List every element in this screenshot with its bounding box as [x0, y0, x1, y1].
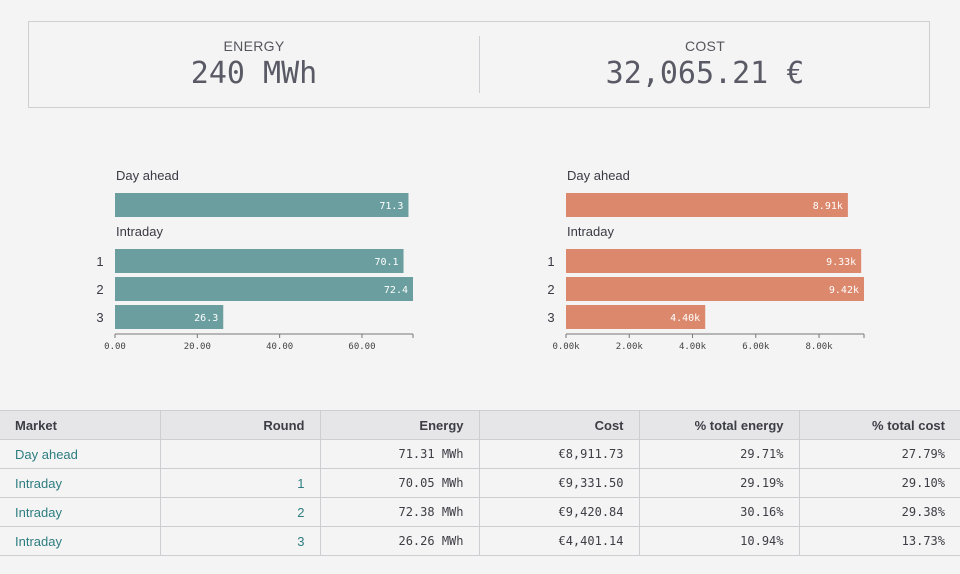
pct-energy-cell: 29.71% — [638, 439, 800, 469]
column-header-energy[interactable]: Energy — [319, 410, 480, 440]
cost-kpi: COST 32,065.21 € — [480, 22, 930, 107]
energy-chart-group-label: Day ahead — [116, 168, 179, 183]
cost-chart-bar[interactable] — [566, 193, 848, 217]
pct-cost-cell: 13.73% — [798, 526, 960, 556]
cost-chart-group-label: Intraday — [567, 224, 614, 239]
cost-chart-x-tick-label: 0.00k — [552, 342, 580, 352]
energy-cell: 71.31 MWh — [319, 439, 480, 469]
cost-chart-bar[interactable] — [566, 305, 706, 329]
pct-energy-cell: 10.94% — [638, 526, 800, 556]
energy-chart-x-tick-label: 20.00 — [184, 342, 211, 352]
market-summary-table: Market Round Energy Cost % total energy … — [0, 410, 960, 556]
cost-chart-bar[interactable] — [566, 249, 862, 273]
energy-chart-round-label: 2 — [96, 282, 103, 297]
round-cell[interactable]: 3 — [159, 526, 321, 556]
pct-cost-cell: 29.38% — [798, 497, 960, 527]
energy-chart-round-label: 1 — [96, 254, 103, 269]
table-row: Intraday 1 70.05 MWh €9,331.50 29.19% 29… — [0, 468, 960, 498]
cost-chart-x-tick-label: 4.00k — [679, 342, 707, 352]
pct-energy-cell: 30.16% — [638, 497, 800, 527]
cost-cell: €8,911.73 — [478, 439, 640, 469]
cost-chart-bar-value-label: 9.42k — [829, 285, 859, 296]
cost-chart-bar-value-label: 4.40k — [670, 313, 700, 324]
energy-chart-bar-value-label: 71.3 — [379, 201, 403, 212]
energy-chart-bar-value-label: 72.4 — [384, 285, 408, 296]
cost-chart-bar-value-label: 8.91k — [813, 201, 843, 212]
energy-chart-bar[interactable] — [115, 193, 409, 217]
cost-chart-bar-value-label: 9.33k — [826, 257, 856, 268]
cost-chart-round-label: 2 — [547, 282, 554, 297]
column-header-cost[interactable]: Cost — [478, 410, 640, 440]
energy-kpi-label: ENERGY — [223, 38, 285, 54]
cost-kpi-label: COST — [684, 38, 726, 54]
energy-chart-x-tick-label: 60.00 — [348, 342, 375, 352]
table-row: Intraday 3 26.26 MWh €4,401.14 10.94% 13… — [0, 526, 960, 556]
table-header-row: Market Round Energy Cost % total energy … — [0, 410, 960, 440]
energy-chart-group-label: Intraday — [116, 224, 163, 239]
pct-cost-cell: 29.10% — [798, 468, 960, 498]
energy-chart-bar[interactable] — [115, 277, 413, 301]
energy-kpi-value: 240 MWh — [190, 56, 318, 91]
table-row: Intraday 2 72.38 MWh €9,420.84 30.16% 29… — [0, 497, 960, 527]
cost-chart-group-label: Day ahead — [567, 168, 630, 183]
column-header-pct-cost[interactable]: % total cost — [798, 410, 960, 440]
energy-chart-x-tick-label: 0.00 — [104, 342, 126, 352]
energy-by-market-chart: Day ahead 71.3 Intraday 70.1 1 72.4 2 26.3 3 0.00… — [96, 168, 414, 352]
energy-chart-x-tick-label: 40.00 — [266, 342, 293, 352]
kpi-summary-panel: ENERGY 240 MWh COST 32,065.21 € — [28, 21, 930, 108]
energy-chart-bar[interactable] — [115, 305, 224, 329]
pct-energy-cell: 29.19% — [638, 468, 800, 498]
energy-chart-bar-value-label: 70.1 — [374, 257, 398, 268]
cost-chart-bar[interactable] — [566, 277, 864, 301]
cost-chart-x-tick-label: 2.00k — [616, 342, 644, 352]
market-cell[interactable]: Intraday — [0, 468, 161, 498]
energy-cell: 72.38 MWh — [319, 497, 480, 527]
table-row: Day ahead 71.31 MWh €8,911.73 29.71% 27.… — [0, 439, 960, 469]
round-cell[interactable] — [159, 439, 321, 469]
market-cell[interactable]: Intraday — [0, 526, 161, 556]
energy-chart-round-label: 3 — [96, 310, 103, 325]
market-cell[interactable]: Intraday — [0, 497, 161, 527]
column-header-market[interactable]: Market — [0, 410, 161, 440]
column-header-round[interactable]: Round — [159, 410, 321, 440]
market-cell[interactable]: Day ahead — [0, 439, 161, 469]
energy-cell: 70.05 MWh — [319, 468, 480, 498]
energy-kpi: ENERGY 240 MWh — [29, 22, 479, 107]
cost-cell: €9,420.84 — [478, 497, 640, 527]
energy-chart-bar-value-label: 26.3 — [194, 313, 218, 324]
pct-cost-cell: 27.79% — [798, 439, 960, 469]
cost-cell: €9,331.50 — [478, 468, 640, 498]
energy-cell: 26.26 MWh — [319, 526, 480, 556]
cost-chart-round-label: 3 — [547, 310, 554, 325]
round-cell[interactable]: 1 — [159, 468, 321, 498]
cost-cell: €4,401.14 — [478, 526, 640, 556]
column-header-pct-energy[interactable]: % total energy — [638, 410, 800, 440]
round-cell[interactable]: 2 — [159, 497, 321, 527]
cost-kpi-value: 32,065.21 € — [605, 56, 805, 91]
energy-chart-bar[interactable] — [115, 249, 404, 273]
cost-chart-x-tick-label: 6.00k — [742, 342, 770, 352]
cost-chart-x-tick-label: 8.00k — [806, 342, 834, 352]
cost-by-market-chart: Day ahead 8.91k Intraday 9.33k 1 9.42k 2 4.40k 3… — [547, 168, 865, 352]
kpi-divider — [479, 36, 480, 93]
cost-chart-round-label: 1 — [547, 254, 554, 269]
